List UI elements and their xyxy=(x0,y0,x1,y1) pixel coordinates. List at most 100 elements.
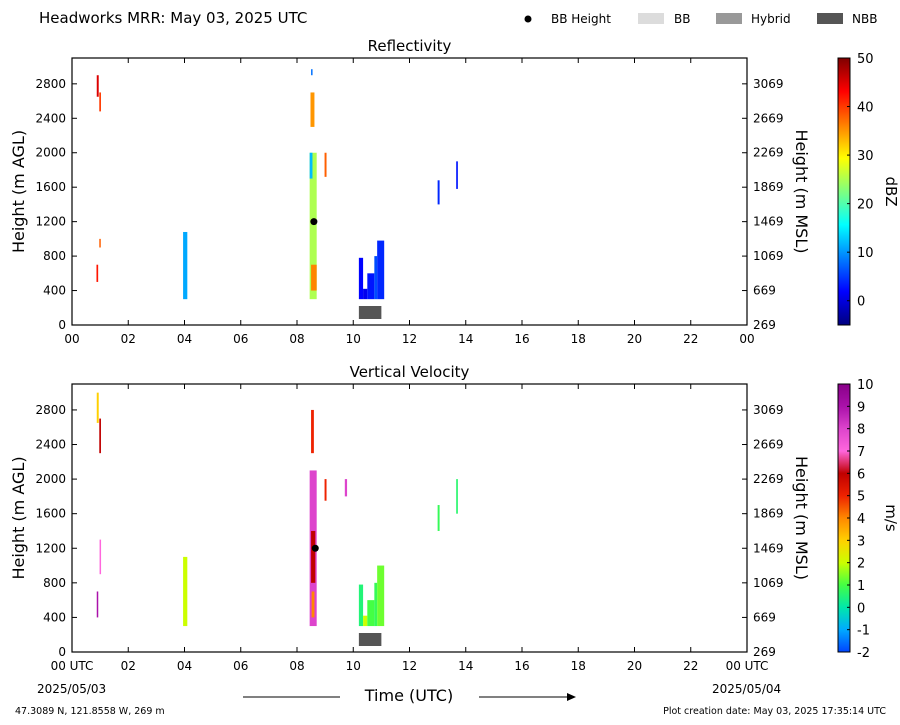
colorbar-tick-label: 4 xyxy=(857,512,865,527)
echo-cell xyxy=(367,600,375,627)
x-tick-label: 22 xyxy=(683,659,698,673)
y-tick-label: 1200 xyxy=(35,541,66,555)
echo-cell xyxy=(99,418,101,454)
panel-title: Reflectivity xyxy=(368,37,452,55)
y-tick-label: 2400 xyxy=(35,111,66,125)
echo-cell xyxy=(324,152,327,177)
y-tick-label: 1600 xyxy=(35,507,66,521)
colorbar-tick-label: 3 xyxy=(857,534,865,549)
colorbar xyxy=(837,57,851,326)
echo-cell xyxy=(456,161,458,189)
legend-label: BB Height xyxy=(551,12,611,26)
y-tick-right-label: 2669 xyxy=(753,111,784,125)
time-arrow-head-icon xyxy=(567,693,576,701)
x-tick-label: 14 xyxy=(458,332,473,346)
x-tick-label: 20 xyxy=(627,659,642,673)
colorbar-tick-label: 0 xyxy=(857,601,865,616)
x-tick-label: 22 xyxy=(683,332,698,346)
echo-cell xyxy=(358,584,364,627)
y-tick-right-label: 1469 xyxy=(753,541,784,555)
x-tick-label: 04 xyxy=(177,332,192,346)
legend-label: BB xyxy=(674,12,690,26)
echo-cell xyxy=(311,69,313,76)
plot-frame xyxy=(71,383,748,653)
colorbar-tick-label: 5 xyxy=(857,490,865,505)
colorbar-tick-label: 1 xyxy=(857,579,865,594)
x-tick-label: 14 xyxy=(458,659,473,673)
echo-cell xyxy=(183,556,188,627)
echo-cell xyxy=(363,615,368,627)
nbb-bar xyxy=(358,306,382,319)
y-tick-right-label: 2669 xyxy=(753,438,784,452)
echo-cell xyxy=(99,238,101,248)
x-tick-label: 02 xyxy=(121,332,136,346)
y-tick-label: 800 xyxy=(43,576,66,590)
end-date: 2025/05/04 xyxy=(712,682,781,696)
colorbar-label: m/s xyxy=(882,504,900,532)
echo-cell xyxy=(183,231,188,300)
echo-cell xyxy=(99,92,101,112)
y-tick-right-label: 1069 xyxy=(753,249,784,263)
y-tick-label: 0 xyxy=(58,318,66,332)
x-tick-label: 18 xyxy=(571,332,586,346)
x-tick-label: 20 xyxy=(627,332,642,346)
bb-height-marker xyxy=(311,544,319,552)
y-tick-right-label: 1069 xyxy=(753,576,784,590)
x-tick-label: 00 xyxy=(64,332,79,346)
legend-swatch-bb xyxy=(638,13,664,24)
y-tick-right-label: 269 xyxy=(753,318,776,332)
echo-layer xyxy=(96,69,458,300)
x-tick-label: 08 xyxy=(289,659,304,673)
colorbar-tick-label: 10 xyxy=(857,378,874,393)
echo-cell xyxy=(363,288,368,300)
echo-cell xyxy=(96,75,99,97)
colorbar-tick-label: 8 xyxy=(857,423,865,438)
start-date: 2025/05/03 xyxy=(37,682,106,696)
y-tick-right-label: 1869 xyxy=(753,180,784,194)
echo-cell xyxy=(358,257,364,300)
legend-dot-icon xyxy=(524,15,532,23)
colorbar-tick-label: 2 xyxy=(857,557,865,572)
x-tick-label: 00 UTC xyxy=(726,659,769,673)
x-tick-label: 12 xyxy=(402,659,417,673)
legend-swatch-hybrid xyxy=(716,13,742,24)
x-tick-label: 00 UTC xyxy=(51,659,94,673)
x-tick-label: 02 xyxy=(121,659,136,673)
plot-frame xyxy=(71,57,748,326)
plot-creation-date: Plot creation date: May 03, 2025 17:35:1… xyxy=(663,706,886,717)
x-tick-label: 06 xyxy=(233,659,248,673)
x-tick-label: 16 xyxy=(514,659,529,673)
echo-layer xyxy=(96,392,458,627)
echo-cell xyxy=(311,530,316,583)
x-axis-label: Time (UTC) xyxy=(364,686,453,705)
site-location: 47.3089 N, 121.8558 W, 269 m xyxy=(15,706,165,717)
y-tick-label: 1200 xyxy=(35,215,66,229)
y-axis-label: Height (m AGL) xyxy=(9,130,28,253)
colorbar-tick-label: 9 xyxy=(857,400,865,415)
y-axis-label-right: Height (m MSL) xyxy=(792,129,811,253)
y-tick-label: 2800 xyxy=(35,77,66,91)
echo-cell xyxy=(377,565,385,627)
y-tick-label: 1600 xyxy=(35,180,66,194)
echo-cell xyxy=(344,479,348,497)
echo-cell xyxy=(311,409,314,454)
colorbar-tick-label: 50 xyxy=(857,52,874,67)
y-tick-label: 400 xyxy=(43,610,66,624)
x-tick-label: 04 xyxy=(177,659,192,673)
echo-cell xyxy=(96,264,99,282)
echo-cell xyxy=(311,264,317,291)
echo-cell xyxy=(374,582,378,627)
header-legend: BB Height BB Hybrid NBB xyxy=(524,12,877,26)
y-tick-label: 800 xyxy=(43,249,66,263)
echo-cell xyxy=(374,256,378,300)
y-tick-label: 2400 xyxy=(35,438,66,452)
echo-cell xyxy=(437,505,440,531)
echo-cell xyxy=(311,591,315,618)
y-tick-label: 2000 xyxy=(35,146,66,160)
echo-cell xyxy=(96,392,99,423)
legend-label: NBB xyxy=(852,12,877,26)
echo-cell xyxy=(309,152,313,179)
y-tick-right-label: 269 xyxy=(753,645,776,659)
